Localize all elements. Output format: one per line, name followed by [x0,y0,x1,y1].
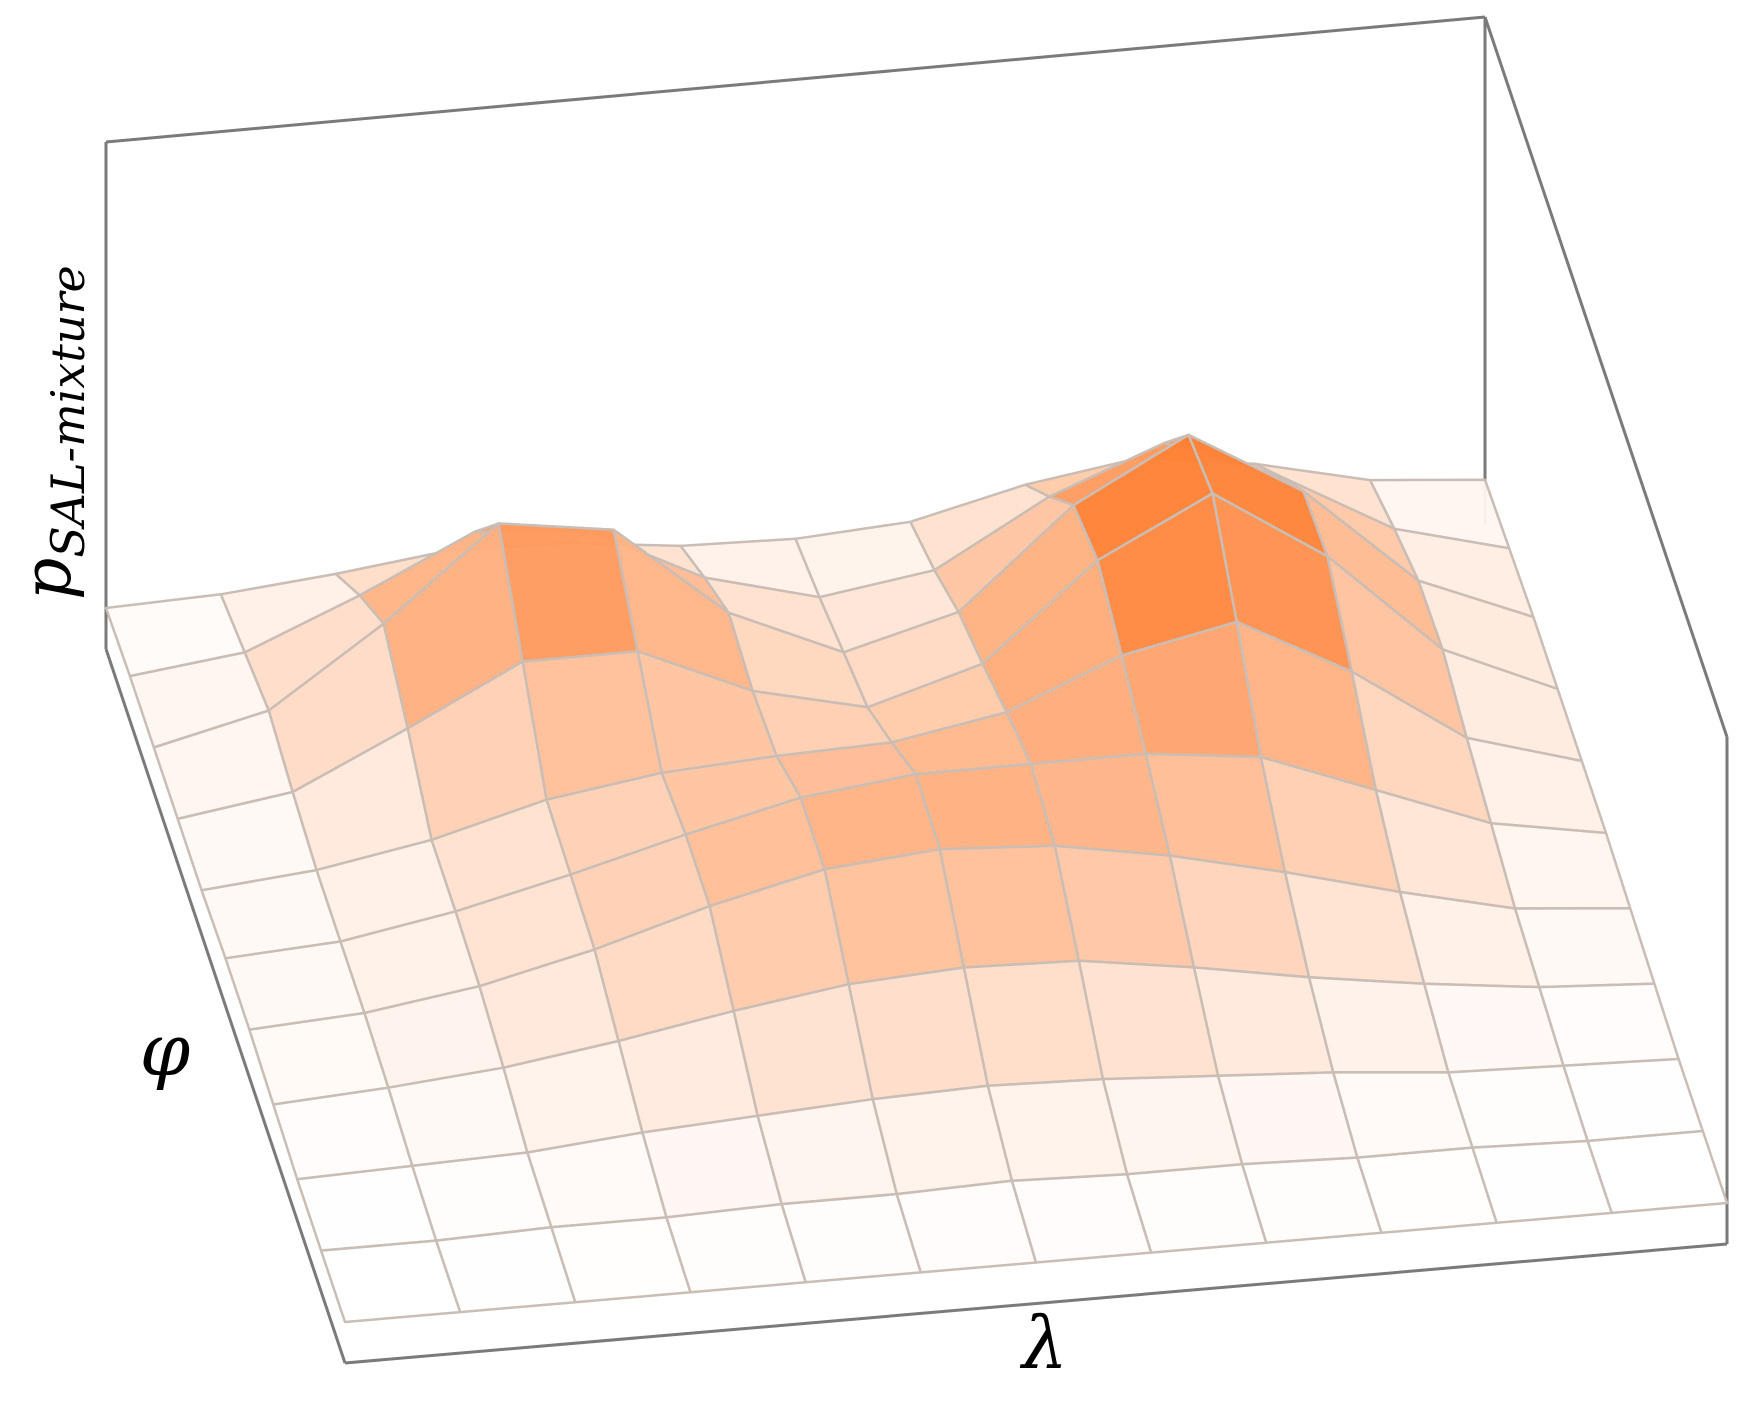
box-edge [1483,16,1729,738]
z-axis-label-base: p [9,558,86,600]
surface-cell [1562,1057,1705,1143]
z-axis-label: pSAL-mixture [9,265,95,600]
x-axis-label: λ [1019,1301,1068,1385]
box-edge [344,1242,1728,1365]
surface-cell [1513,907,1656,989]
box-back [104,15,1729,1244]
surface-cell [1489,821,1632,910]
y-axis-label: φ [140,1008,191,1092]
box-edge [104,648,347,1364]
surface-cell [1586,1129,1729,1215]
z-axis-label-subscript: SAL-mixture [41,265,95,557]
surface-cell [1538,982,1680,1067]
surface [104,433,1729,1324]
box-front [104,648,1728,1365]
box-edge [105,15,1486,144]
